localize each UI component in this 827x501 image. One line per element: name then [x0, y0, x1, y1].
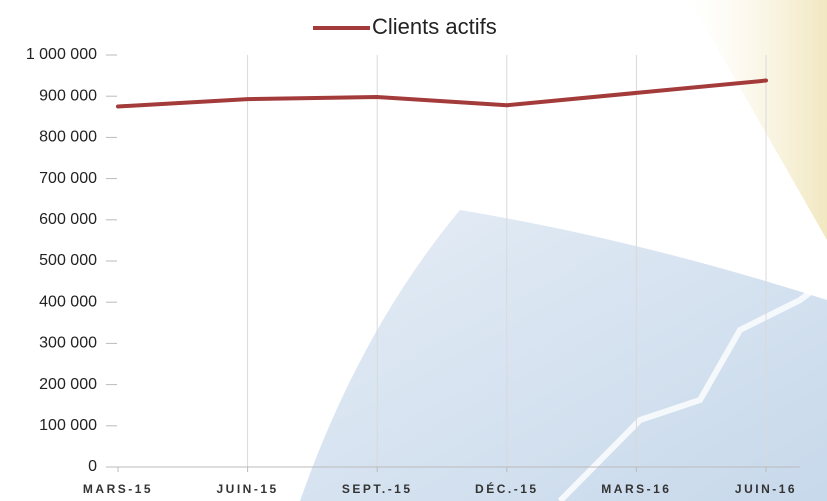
y-tick-label: 500 000	[39, 252, 97, 269]
background	[300, 0, 827, 501]
legend-label: Clients actifs	[372, 14, 497, 39]
y-tick-label: 900 000	[39, 87, 97, 104]
y-tick-label: 300 000	[39, 335, 97, 352]
data-line	[118, 81, 766, 107]
x-tick-label: JUIN-15	[217, 482, 279, 496]
y-tick-label: 1 000 000	[26, 46, 97, 63]
chart: 0 100 000 200 000 300 000 400 000 500 000 600 …	[0, 0, 827, 501]
y-tick-label: 800 000	[39, 129, 97, 146]
x-tick-label: SEPT.-15	[342, 482, 413, 496]
y-tick-label: 700 000	[39, 170, 97, 187]
x-tick-label: JUIN-16	[735, 482, 797, 496]
y-tick-label: 600 000	[39, 211, 97, 228]
y-tick-label: 200 000	[39, 376, 97, 393]
y-tick-label: 0	[88, 458, 97, 475]
x-tick-label: MARS-16	[601, 482, 671, 496]
x-tick-label: DÉC.-15	[475, 481, 539, 496]
legend: Clients actifs	[313, 14, 497, 39]
y-tick-label: 400 000	[39, 293, 97, 310]
x-tick-label: MARS-15	[83, 482, 153, 496]
y-tick-label: 100 000	[39, 417, 97, 434]
plot	[118, 81, 766, 107]
